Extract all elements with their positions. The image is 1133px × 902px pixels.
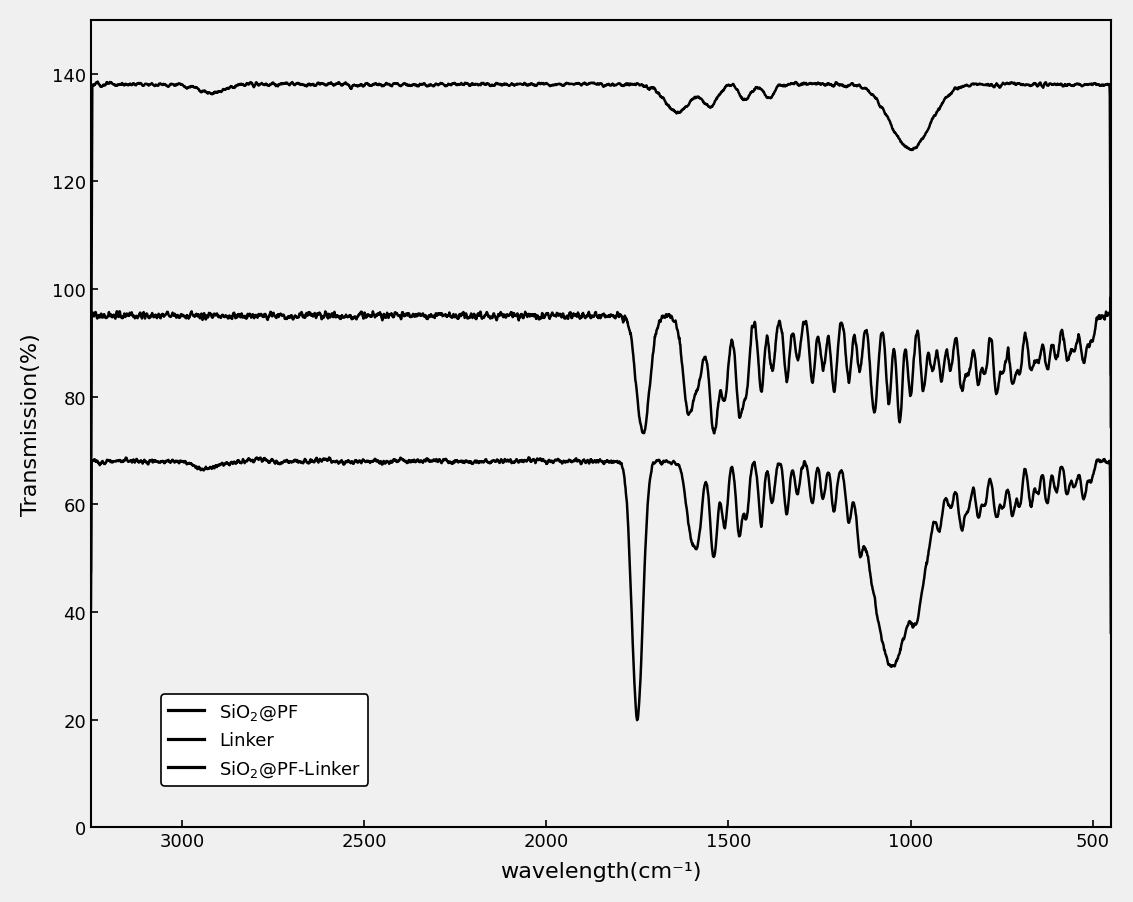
X-axis label: wavelength(cm⁻¹): wavelength(cm⁻¹) (500, 861, 701, 881)
Y-axis label: Transmission(%): Transmission(%) (20, 333, 41, 515)
Legend: SiO$_2$@PF, Linker, SiO$_2$@PF-Linker: SiO$_2$@PF, Linker, SiO$_2$@PF-Linker (161, 695, 368, 786)
